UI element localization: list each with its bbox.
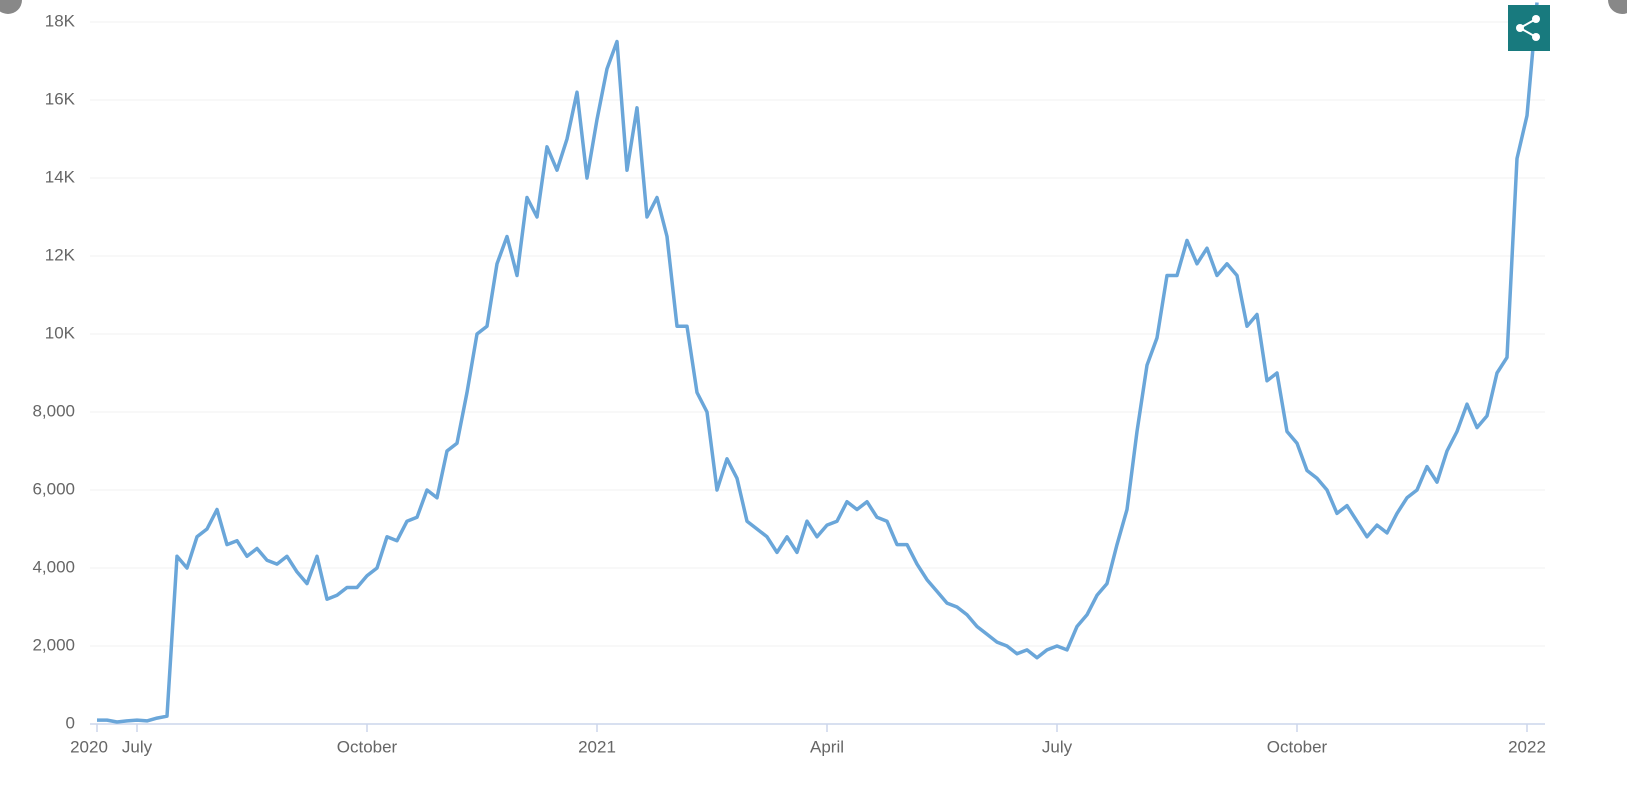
y-tick-label: 4,000 [32, 557, 75, 576]
x-tick-label: 2022 [1508, 737, 1546, 756]
y-tick-label: 14K [45, 167, 76, 186]
x-tick-label: April [810, 737, 844, 756]
y-tick-label: 0 [66, 713, 75, 732]
data-line [97, 2, 1539, 724]
x-tick-label: October [337, 737, 398, 756]
x-tick-label: 2021 [578, 737, 616, 756]
y-tick-label: 6,000 [32, 479, 75, 498]
x-tick-label: July [122, 737, 153, 756]
x-tick-label: 2020 [70, 737, 108, 756]
y-tick-label: 8,000 [32, 401, 75, 420]
x-tick-label: October [1267, 737, 1328, 756]
close-button[interactable] [1608, 0, 1627, 14]
share-button[interactable] [1508, 5, 1550, 51]
y-tick-label: 12K [45, 245, 76, 264]
y-tick-label: 18K [45, 11, 76, 30]
x-tick-label: July [1042, 737, 1073, 756]
close-button[interactable] [0, 0, 22, 14]
y-tick-label: 16K [45, 89, 76, 108]
y-tick-label: 2,000 [32, 635, 75, 654]
share-button-bg[interactable] [1508, 5, 1550, 51]
share-icon [1519, 18, 1537, 38]
y-tick-label: 10K [45, 323, 76, 342]
